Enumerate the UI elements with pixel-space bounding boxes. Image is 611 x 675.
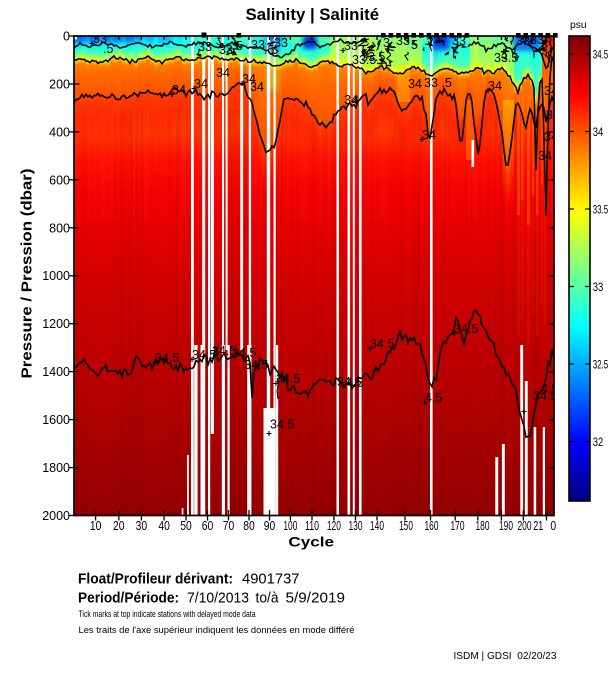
svg-text:.5: .5 [103,42,113,56]
svg-text:20: 20 [113,519,125,533]
svg-text:34.5: 34.5 [337,375,361,389]
svg-text:33: 33 [198,40,212,54]
svg-text:33: 33 [593,280,604,294]
svg-text:34: 34 [488,79,502,93]
svg-text:600: 600 [49,173,70,187]
svg-text:34.5: 34.5 [232,346,256,360]
svg-text:7/10/2013: 7/10/2013 [187,590,249,607]
svg-text:21: 21 [533,519,543,533]
svg-text:34.5: 34.5 [276,372,300,386]
svg-text:100: 100 [283,519,297,533]
svg-text:34: 34 [422,128,436,142]
svg-text:4.5: 4.5 [541,382,558,396]
svg-text:33: 33 [545,31,559,45]
svg-text:psu: psu [570,20,587,31]
svg-text:140: 140 [370,519,384,533]
svg-text:34: 34 [593,125,604,139]
svg-text:33.5: 33.5 [361,50,385,64]
svg-text:34.5: 34.5 [533,389,557,403]
svg-text:34: 34 [194,77,208,91]
svg-text:34.5: 34.5 [155,351,179,365]
svg-text:34: 34 [242,72,256,86]
svg-text:34.5: 34.5 [270,418,294,432]
svg-text:3: 3 [383,36,390,50]
svg-text:60: 60 [202,519,214,533]
svg-text:33: 33 [344,39,358,53]
svg-text:10: 10 [90,519,102,533]
svg-text:4901737: 4901737 [242,571,300,588]
svg-text:34: 34 [250,80,264,94]
svg-text:33: 33 [530,33,544,47]
svg-text:32: 32 [593,435,604,449]
svg-text:34.5: 34.5 [593,48,609,62]
svg-text:ISDM | GDSI 02/20/23: ISDM | GDSI 02/20/23 [454,650,557,662]
svg-text:Salinity | Salinité: Salinity | Salinité [246,6,380,24]
svg-text:170: 170 [451,519,465,533]
svg-text:90: 90 [264,519,276,533]
svg-text:33: 33 [396,34,410,48]
svg-text:33.5: 33.5 [494,51,518,65]
svg-text:34: 34 [538,149,552,163]
svg-text:50: 50 [180,519,192,533]
svg-text:34: 34 [544,130,558,144]
svg-text:4.5: 4.5 [425,391,442,405]
svg-text:120: 120 [327,519,341,533]
svg-text:33: 33 [219,43,233,57]
svg-text:180: 180 [476,519,490,533]
svg-text:34: 34 [408,77,422,91]
svg-text:4: 4 [352,94,359,108]
svg-text:5: 5 [236,39,243,53]
svg-text:Cycle: Cycle [288,534,334,550]
svg-text:34.5: 34.5 [370,337,394,351]
svg-text:33 .5: 33 .5 [424,76,452,90]
svg-text:33.5: 33.5 [352,53,376,67]
svg-text:Period/Période:: Period/Période: [78,590,179,607]
svg-text:34: 34 [172,83,186,97]
svg-text:1800: 1800 [42,461,70,475]
svg-text:32.5: 32.5 [593,358,609,372]
svg-text:to/à: to/à [256,590,280,607]
svg-text:4.5: 4.5 [346,376,363,390]
svg-text:1000: 1000 [42,269,70,283]
svg-text:34.5: 34.5 [454,322,478,336]
svg-text:0: 0 [550,519,556,533]
svg-text:Tick marks at top indicate sta: Tick marks at top indicate stations with… [79,609,257,620]
svg-text:400: 400 [49,125,70,139]
svg-text:33.5: 33.5 [593,203,609,217]
svg-text:34: 34 [546,108,560,122]
svg-text:34.5: 34.5 [212,344,236,358]
svg-text:800: 800 [49,221,70,235]
svg-text:5: 5 [411,38,418,52]
svg-text:110: 110 [305,519,319,533]
svg-text:33: 33 [93,32,107,46]
svg-text:33: 33 [516,34,530,48]
svg-text:34: 34 [544,84,558,98]
svg-text:40: 40 [158,519,170,533]
svg-text:34: 34 [344,93,358,107]
svg-text:Float/Profileur dérivant:: Float/Profileur dérivant: [78,571,233,588]
svg-text:200: 200 [49,78,70,92]
svg-text:160: 160 [425,519,439,533]
svg-text:33: 33 [251,38,265,52]
svg-text:33: 33 [274,36,288,50]
svg-text:2000: 2000 [42,509,70,523]
svg-text:5/9/2019: 5/9/2019 [286,590,346,607]
svg-text:190: 190 [499,519,513,533]
svg-text:1200: 1200 [42,317,70,331]
svg-text:150: 150 [399,519,413,533]
svg-text:34.5: 34.5 [244,358,268,372]
svg-text:0: 0 [63,30,70,44]
svg-text:.5: .5 [264,43,274,57]
svg-text:34.5: 34.5 [192,348,216,362]
svg-text:1600: 1600 [42,413,70,427]
svg-text:34: 34 [216,66,230,80]
svg-text:1400: 1400 [42,365,70,379]
svg-text:70: 70 [223,519,235,533]
svg-text:30: 30 [136,519,148,533]
svg-text:Les traits de l'axe supérieur: Les traits de l'axe supérieur indiquent … [79,625,355,636]
svg-text:200: 200 [518,519,532,533]
svg-text:80: 80 [243,519,255,533]
svg-text:Pressure / Pression (dbar): Pressure / Pression (dbar) [19,169,36,379]
svg-text:130: 130 [349,519,363,533]
